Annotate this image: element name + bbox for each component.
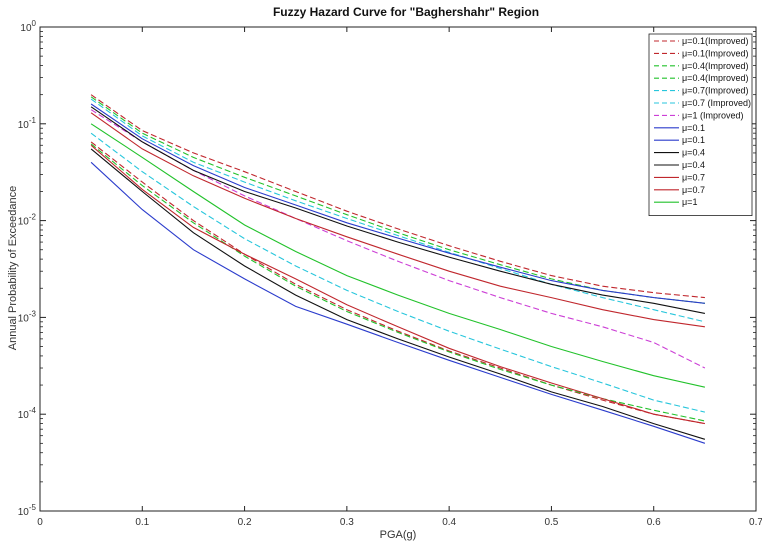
series-line-1 bbox=[90, 94, 705, 299]
x-tick-label: 0.5 bbox=[544, 517, 558, 528]
series-line-10 bbox=[90, 148, 706, 440]
legend-entry: μ=0.4(Improved) bbox=[682, 61, 748, 71]
y-tick-label: 100 bbox=[20, 19, 36, 34]
legend-entry: μ=0.7(Improved) bbox=[682, 86, 748, 96]
legend-entry: μ=0.7 bbox=[682, 172, 705, 182]
series-line-6 bbox=[90, 132, 706, 413]
x-tick-label: 0.4 bbox=[442, 517, 456, 528]
legend-entry: μ=0.1 bbox=[682, 123, 705, 133]
legend-entry: μ=0.4(Improved) bbox=[682, 73, 748, 83]
x-tick-label: 0.1 bbox=[135, 517, 149, 528]
legend-entry: μ=0.1(Improved) bbox=[682, 36, 748, 46]
plot-area bbox=[39, 26, 757, 512]
x-axis-label: PGA(g) bbox=[380, 529, 417, 541]
axis-ticks: 0 0.1 0.2 0.3 0.4 0.5 0.6 0.7 10-5 10-4 10-3 10-2 10… bbox=[18, 19, 762, 528]
legend-entry: μ=1 (Improved) bbox=[682, 110, 743, 120]
legend-entry: μ=0.7 bbox=[682, 185, 705, 195]
y-tick-label: 10-3 bbox=[18, 309, 37, 324]
series-line-12 bbox=[90, 144, 705, 425]
x-tick-label: 0.3 bbox=[340, 517, 354, 528]
y-tick-label: 10-2 bbox=[18, 213, 37, 228]
y-tick-label: 10-1 bbox=[18, 116, 37, 131]
legend-entry: μ=0.7 (Improved) bbox=[682, 98, 751, 108]
legend-entry: μ=0.4 bbox=[682, 148, 705, 158]
x-tick-label: 0 bbox=[37, 517, 43, 528]
chart-title: Fuzzy Hazard Curve for "Baghershahr" Reg… bbox=[273, 5, 539, 19]
series-line-8 bbox=[90, 161, 706, 444]
legend-entry: μ=0.1(Improved) bbox=[682, 48, 748, 58]
x-tick-label: 0.2 bbox=[238, 517, 252, 528]
series-line-5 bbox=[90, 98, 706, 323]
series-line-2 bbox=[90, 141, 705, 425]
legend: μ=0.1(Improved) μ=0.1(Improved) μ=0.4(Impr… bbox=[648, 33, 753, 217]
legend-box bbox=[648, 33, 753, 217]
series-line-13 bbox=[90, 112, 705, 328]
series-line-9 bbox=[90, 103, 705, 304]
legend-entry: μ=0.4 bbox=[682, 160, 705, 170]
y-axis-label: Annual Probability of Exceedance bbox=[7, 186, 19, 351]
series-line-14 bbox=[90, 123, 706, 388]
data-series bbox=[90, 94, 706, 444]
x-tick-label: 0.7 bbox=[749, 517, 762, 528]
x-tick-label: 0.6 bbox=[647, 517, 661, 528]
legend-entry: μ=1 bbox=[682, 197, 697, 207]
y-tick-label: 10-4 bbox=[18, 406, 37, 421]
series-line-11 bbox=[90, 106, 706, 314]
legend-entry: μ=0.1 bbox=[682, 135, 705, 145]
y-tick-label: 10-5 bbox=[18, 503, 37, 518]
